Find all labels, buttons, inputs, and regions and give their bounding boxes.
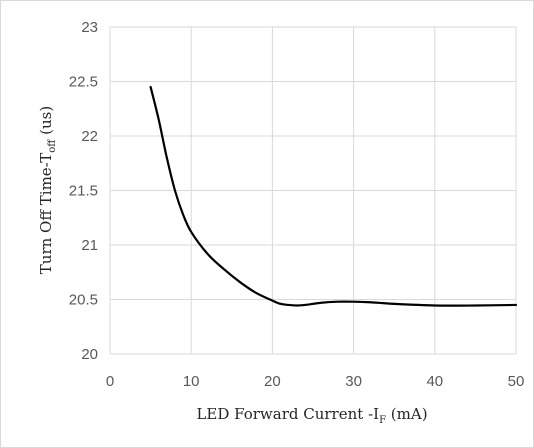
- y-tick-label: 20.5: [69, 292, 98, 309]
- x-tick-label: 40: [426, 373, 443, 390]
- y-tick-label: 21: [81, 237, 98, 254]
- x-tick-label: 10: [183, 373, 200, 390]
- grid-lines: [109, 26, 517, 355]
- x-axis-tick-labels: 0 10 20 30 40 50: [106, 373, 525, 390]
- x-tick-label: 0: [106, 373, 114, 390]
- y-axis-tick-labels: 20 20.5 21 21.5 22 22.5 23: [69, 19, 98, 363]
- y-axis-title: Turn Off Time-Toff (us): [37, 106, 58, 274]
- x-tick-label: 20: [264, 373, 281, 390]
- y-tick-label: 23: [81, 19, 98, 36]
- y-tick-label: 22.5: [69, 74, 98, 91]
- series-line: [149, 85, 518, 307]
- y-tick-label: 20: [81, 346, 98, 363]
- series-layer: [149, 85, 518, 307]
- y-tick-label: 21.5: [69, 183, 98, 200]
- x-tick-label: 30: [345, 373, 362, 390]
- y-tick-label: 22: [81, 128, 98, 145]
- x-axis-title: LED Forward Current -IF (mA): [196, 405, 427, 426]
- x-tick-label: 50: [508, 373, 525, 390]
